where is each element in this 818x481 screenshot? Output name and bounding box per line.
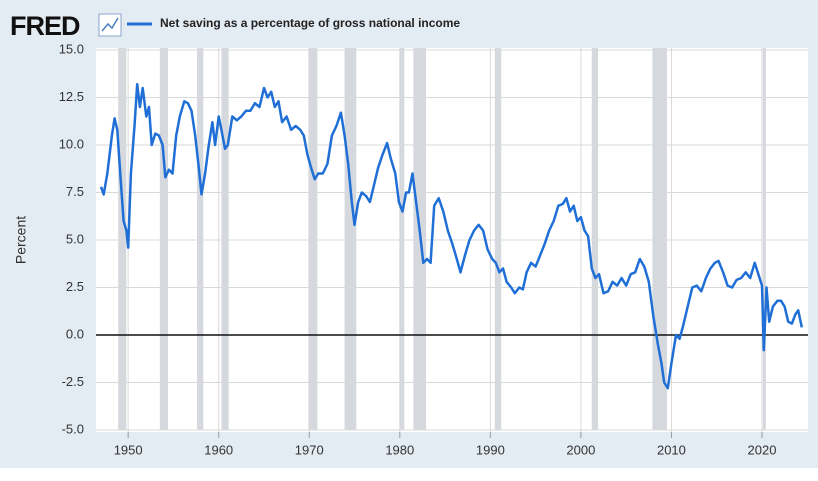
logo: FRED xyxy=(10,11,80,41)
data-line xyxy=(99,82,804,390)
recession-band xyxy=(196,48,204,430)
recession-band xyxy=(308,48,318,430)
x-tick-label: 1990 xyxy=(476,442,505,457)
recession-band xyxy=(159,48,169,430)
y-axis-label: Percent xyxy=(13,216,29,264)
y-tick-label: 5.0 xyxy=(66,231,84,246)
legend-label: Net saving as a percentage of gross nati… xyxy=(160,16,460,30)
recession-band xyxy=(118,48,127,430)
y-tick-label: -5.0 xyxy=(62,421,84,436)
recession-band xyxy=(221,48,229,430)
y-tick-label: -2.5 xyxy=(62,374,84,389)
recession-band xyxy=(762,48,766,430)
x-tick-label: 1970 xyxy=(295,442,324,457)
recession-band xyxy=(652,48,667,430)
y-tick-label: 15.0 xyxy=(59,41,84,56)
x-tick-label: 2000 xyxy=(566,442,595,457)
x-tick-label: 1980 xyxy=(385,442,414,457)
x-tick-label: 2010 xyxy=(657,442,686,457)
recession-band xyxy=(399,48,405,430)
x-tick-label: 1950 xyxy=(114,442,143,457)
y-tick-label: 0.0 xyxy=(66,326,84,341)
recession-band xyxy=(344,48,357,430)
recession-band xyxy=(494,48,502,430)
logo-icon-line xyxy=(101,17,119,32)
recession-band xyxy=(591,48,599,430)
y-tick-label: 7.5 xyxy=(66,184,84,199)
x-tick-label: 2020 xyxy=(748,442,777,457)
x-tick-label: 1960 xyxy=(204,442,233,457)
y-tick-label: 10.0 xyxy=(59,136,84,151)
y-tick-label: 12.5 xyxy=(59,89,84,104)
y-tick-label: 2.5 xyxy=(66,279,84,294)
